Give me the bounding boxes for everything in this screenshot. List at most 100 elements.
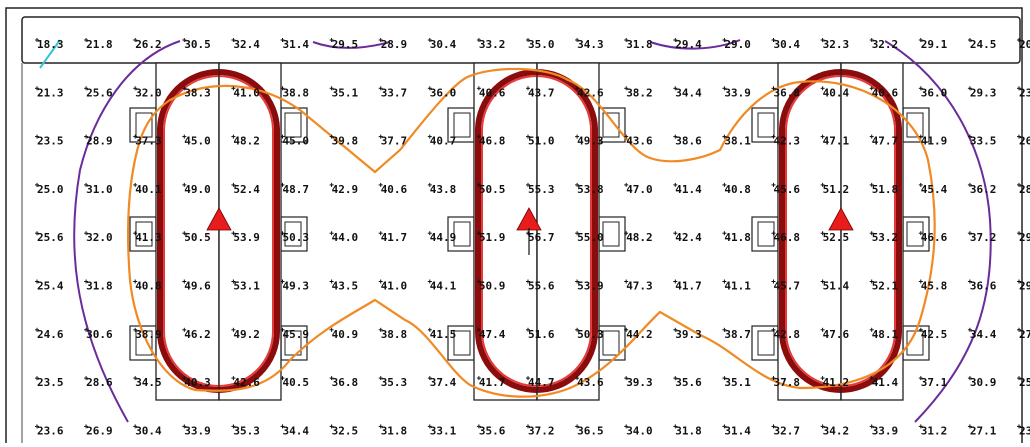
grid-point: 40.6: [869, 86, 899, 99]
grid-value: 43.8: [430, 183, 457, 196]
grid-value: 51.9: [479, 231, 506, 244]
grid-value: 51.0: [528, 135, 555, 148]
grid-point: 41.7: [378, 231, 407, 244]
grid-point: 38.1: [722, 134, 751, 148]
grid-point: 34.5: [133, 376, 162, 389]
grid-point: 30.4: [133, 424, 162, 437]
grid-value: 33.1: [430, 424, 457, 437]
grid-value: 29.0: [724, 38, 751, 51]
grid-point: 23.6: [1017, 424, 1030, 437]
grid-value: 29.3: [1019, 231, 1030, 244]
chair-seat: [453, 112, 471, 138]
grid-value: 33.5: [970, 135, 997, 148]
grid-value: 41.7: [675, 280, 702, 293]
grid-point: 23.5: [35, 376, 64, 389]
grid-value: 47.6: [823, 328, 850, 341]
grid-point: 33.7: [378, 86, 407, 99]
grid-value: 28.6: [86, 376, 113, 389]
contour-purple-left: [73, 40, 181, 423]
grid-point: 30.9: [967, 376, 996, 389]
grid-point: 35.3: [231, 424, 260, 437]
grid-value: 45.8: [921, 280, 948, 293]
grid-point: 45.0: [182, 134, 211, 148]
grid-point: 55.0: [575, 231, 604, 244]
grid-value: 48.2: [626, 231, 653, 244]
table-group-1: [129, 62, 308, 401]
contour-cyan-corner: [39, 39, 61, 69]
grid-value: 23.9: [1019, 86, 1030, 99]
grid-point: 41.3: [133, 231, 162, 244]
grid-point: 41.8: [722, 231, 751, 244]
grid-value: 36.8: [332, 376, 359, 389]
grid-point: 47.7: [869, 134, 898, 148]
grid-value: 35.3: [233, 424, 260, 437]
grid-point: 29.4: [673, 38, 702, 51]
grid-point: 36.8: [771, 86, 800, 99]
grid-value: 37.3: [135, 135, 162, 148]
grid-point: 42.6: [231, 376, 260, 389]
grid-point: 43.8: [427, 182, 457, 196]
grid-point: 28.9: [378, 38, 408, 51]
grid-point: 41.1: [722, 279, 751, 293]
grid-value: 40.6: [381, 183, 408, 196]
grid-value: 40.6: [479, 86, 506, 99]
grid-point: 43.6: [624, 134, 653, 148]
grid-point: 38.7: [722, 327, 751, 341]
grid-point: 29.0: [722, 38, 751, 51]
grid-point: 40.9: [329, 327, 358, 341]
grid-point: 49.3: [280, 279, 309, 293]
grid-point: 47.3: [624, 279, 653, 293]
grid-point: 43.6: [575, 376, 604, 389]
grid-value: 47.1: [823, 135, 850, 148]
table-groups: [129, 62, 930, 401]
grid-point: 29.3: [967, 86, 996, 99]
grid-point: 38.8: [378, 327, 407, 341]
grid-point: 46.6: [918, 231, 948, 244]
contour-purple-right: [884, 40, 992, 423]
grid-value: 31.4: [283, 38, 310, 51]
grid-value: 49.2: [233, 328, 260, 341]
grid-value: 40.8: [135, 280, 162, 293]
grid-value: 23.6: [37, 424, 64, 437]
grid-point: 55.6: [526, 279, 555, 293]
grid-value: 40.7: [430, 135, 457, 148]
grid-value: 26.2: [135, 38, 162, 51]
grid-point: 31.2: [918, 424, 947, 437]
grid-point: 34.4: [673, 86, 702, 99]
grid-point: 37.1: [918, 376, 948, 389]
grid-point: 49.2: [231, 327, 260, 341]
grid-point: 18.3: [35, 38, 64, 51]
grid-point: 50.3: [575, 327, 604, 341]
grid-point: 43.7: [526, 86, 555, 99]
grid-value: 51.6: [528, 328, 555, 341]
grid-value: 55.6: [528, 280, 555, 293]
chair-seat: [906, 221, 924, 247]
grid-value: 28.9: [381, 38, 408, 51]
grid-value: 29.4: [675, 38, 702, 51]
grid-point: 41.5: [427, 327, 456, 341]
grid-point: 27.8: [1017, 327, 1030, 341]
grid-value: 32.5: [332, 424, 359, 437]
grid-point: 48.2: [624, 231, 653, 244]
grid-value: 48.2: [233, 135, 260, 148]
isolux-contours: [39, 39, 992, 423]
grid-value: 41.3: [135, 231, 162, 244]
grid-value: 45.6: [774, 183, 801, 196]
grid-value: 33.9: [872, 424, 899, 437]
grid-point: 34.4: [967, 327, 997, 341]
grid-value: 25.6: [86, 86, 113, 99]
grid-value: 34.4: [283, 424, 310, 437]
grid-value: 45.0: [184, 135, 211, 148]
grid-point: 36.6: [967, 279, 997, 293]
grid-value: 34.2: [823, 424, 850, 437]
grid-point: 40.3: [182, 376, 211, 389]
grid-point: 42.4: [673, 231, 702, 244]
grid-value: 39.3: [626, 376, 653, 389]
table-top-left: [473, 62, 538, 401]
grid-point: 41.4: [869, 376, 899, 389]
grid-value: 35.1: [332, 86, 359, 99]
grid-point: 45.7: [771, 279, 800, 293]
grid-point: 50.9: [476, 279, 505, 293]
grid-value: 43.6: [577, 376, 604, 389]
